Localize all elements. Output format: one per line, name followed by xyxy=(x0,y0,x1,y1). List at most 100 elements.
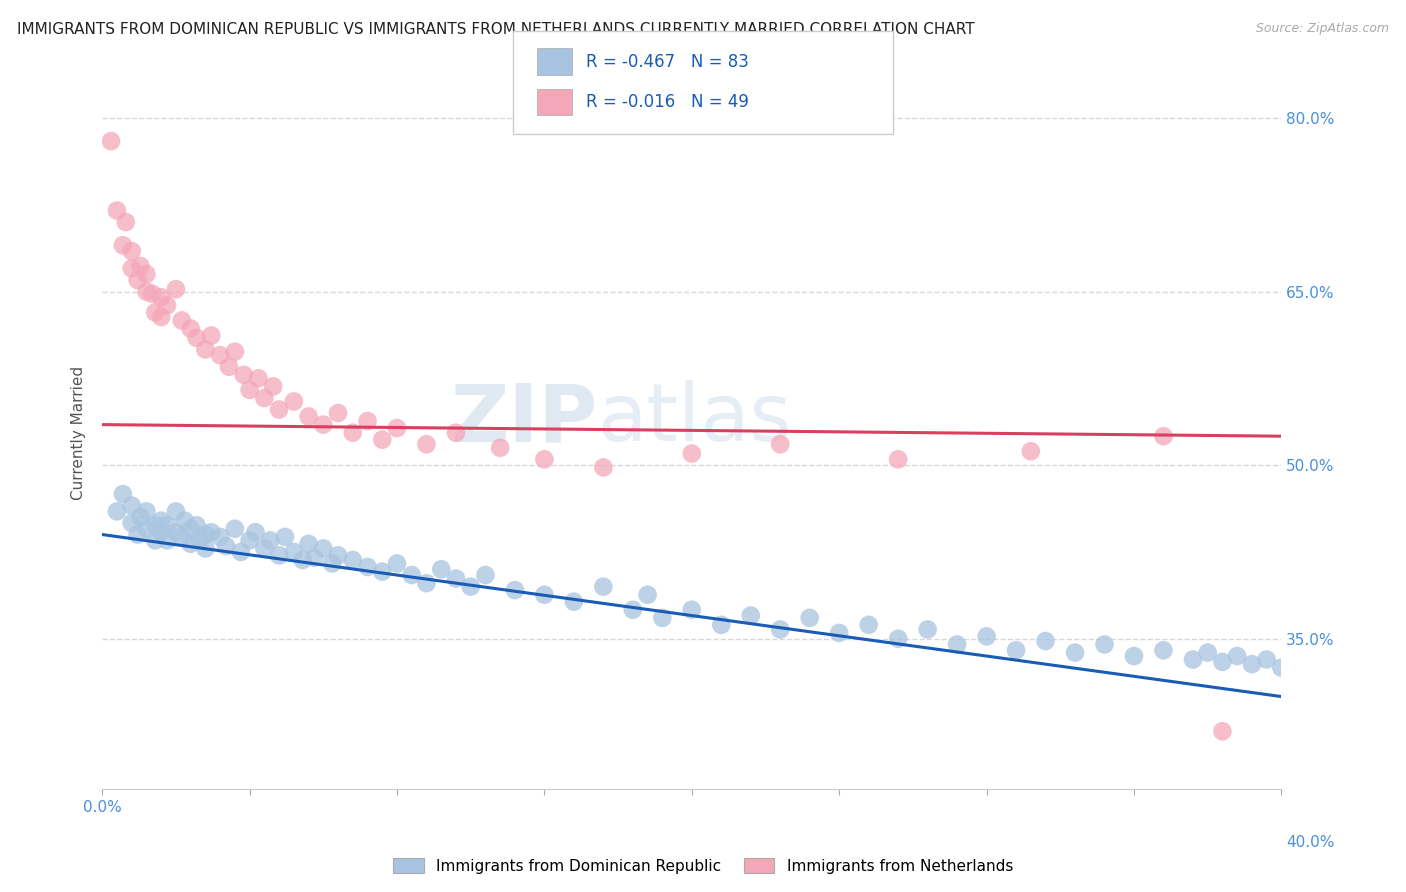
Point xyxy=(135,522,157,536)
Point xyxy=(150,310,173,324)
Point xyxy=(180,522,202,536)
Point xyxy=(460,580,482,594)
Point xyxy=(297,409,319,424)
Point xyxy=(188,533,211,548)
Point xyxy=(444,572,467,586)
Point xyxy=(858,617,880,632)
Point xyxy=(1005,643,1028,657)
Point xyxy=(232,368,254,382)
Point xyxy=(200,328,222,343)
Point xyxy=(262,379,284,393)
Point xyxy=(297,537,319,551)
Text: 40.0%: 40.0% xyxy=(1286,836,1334,850)
Point xyxy=(326,549,349,563)
Point xyxy=(218,359,240,374)
Point xyxy=(200,525,222,540)
Point xyxy=(253,391,276,405)
Point xyxy=(1197,646,1219,660)
Point xyxy=(371,433,394,447)
Point xyxy=(444,425,467,440)
Point xyxy=(415,437,437,451)
Point xyxy=(165,282,187,296)
Point xyxy=(209,530,232,544)
Point xyxy=(129,259,152,273)
Text: Source: ZipAtlas.com: Source: ZipAtlas.com xyxy=(1256,22,1389,36)
Point xyxy=(385,421,408,435)
Point xyxy=(1019,444,1042,458)
Point xyxy=(239,383,262,397)
Point xyxy=(1270,660,1292,674)
Point xyxy=(150,290,173,304)
Point xyxy=(562,595,585,609)
Point xyxy=(946,638,969,652)
Point xyxy=(371,565,394,579)
Point xyxy=(135,285,157,299)
Point xyxy=(267,402,290,417)
Point xyxy=(100,134,122,148)
Point xyxy=(170,313,193,327)
Point xyxy=(1035,634,1057,648)
Point xyxy=(224,522,246,536)
Point xyxy=(917,623,939,637)
Point xyxy=(259,533,281,548)
Point xyxy=(121,499,143,513)
Point xyxy=(1256,652,1278,666)
Point xyxy=(326,406,349,420)
Point xyxy=(156,518,179,533)
Point xyxy=(1153,429,1175,443)
Text: IMMIGRANTS FROM DOMINICAN REPUBLIC VS IMMIGRANTS FROM NETHERLANDS CURRENTLY MARR: IMMIGRANTS FROM DOMINICAN REPUBLIC VS IM… xyxy=(17,22,974,37)
Point xyxy=(165,504,187,518)
Point xyxy=(121,244,143,258)
Point xyxy=(291,553,314,567)
Point xyxy=(1064,646,1087,660)
Point xyxy=(489,441,512,455)
Point xyxy=(247,371,270,385)
Point xyxy=(111,238,134,252)
Point xyxy=(173,514,195,528)
Point xyxy=(283,545,305,559)
Point xyxy=(215,539,238,553)
Point xyxy=(141,286,163,301)
Point xyxy=(1123,648,1146,663)
Point xyxy=(1181,652,1204,666)
Point xyxy=(186,331,208,345)
Point xyxy=(229,545,252,559)
Point xyxy=(533,588,555,602)
Point xyxy=(105,504,128,518)
Point xyxy=(740,608,762,623)
Text: atlas: atlas xyxy=(598,380,792,458)
Point xyxy=(156,298,179,312)
Point xyxy=(156,533,179,548)
Point xyxy=(143,305,166,319)
Point xyxy=(799,611,821,625)
Point xyxy=(887,632,910,646)
Point xyxy=(283,394,305,409)
Point xyxy=(135,267,157,281)
Point xyxy=(681,446,703,460)
Point xyxy=(194,541,217,556)
Point xyxy=(474,568,496,582)
Point xyxy=(592,580,614,594)
Text: R = -0.016   N = 49: R = -0.016 N = 49 xyxy=(586,93,749,111)
Point xyxy=(111,487,134,501)
Point xyxy=(105,203,128,218)
Point xyxy=(274,530,297,544)
Point xyxy=(121,261,143,276)
Point xyxy=(769,623,792,637)
Point xyxy=(143,533,166,548)
Point xyxy=(637,588,659,602)
Point xyxy=(143,518,166,533)
Point xyxy=(356,414,378,428)
Point xyxy=(503,583,526,598)
Point xyxy=(194,527,217,541)
Point xyxy=(209,348,232,362)
Point xyxy=(651,611,673,625)
Point xyxy=(127,273,149,287)
Point xyxy=(710,617,733,632)
Point xyxy=(312,417,335,432)
Point xyxy=(135,504,157,518)
Point xyxy=(321,557,343,571)
Point xyxy=(194,343,217,357)
Text: R = -0.467   N = 83: R = -0.467 N = 83 xyxy=(586,53,749,70)
Legend: Immigrants from Dominican Republic, Immigrants from Netherlands: Immigrants from Dominican Republic, Immi… xyxy=(387,852,1019,880)
